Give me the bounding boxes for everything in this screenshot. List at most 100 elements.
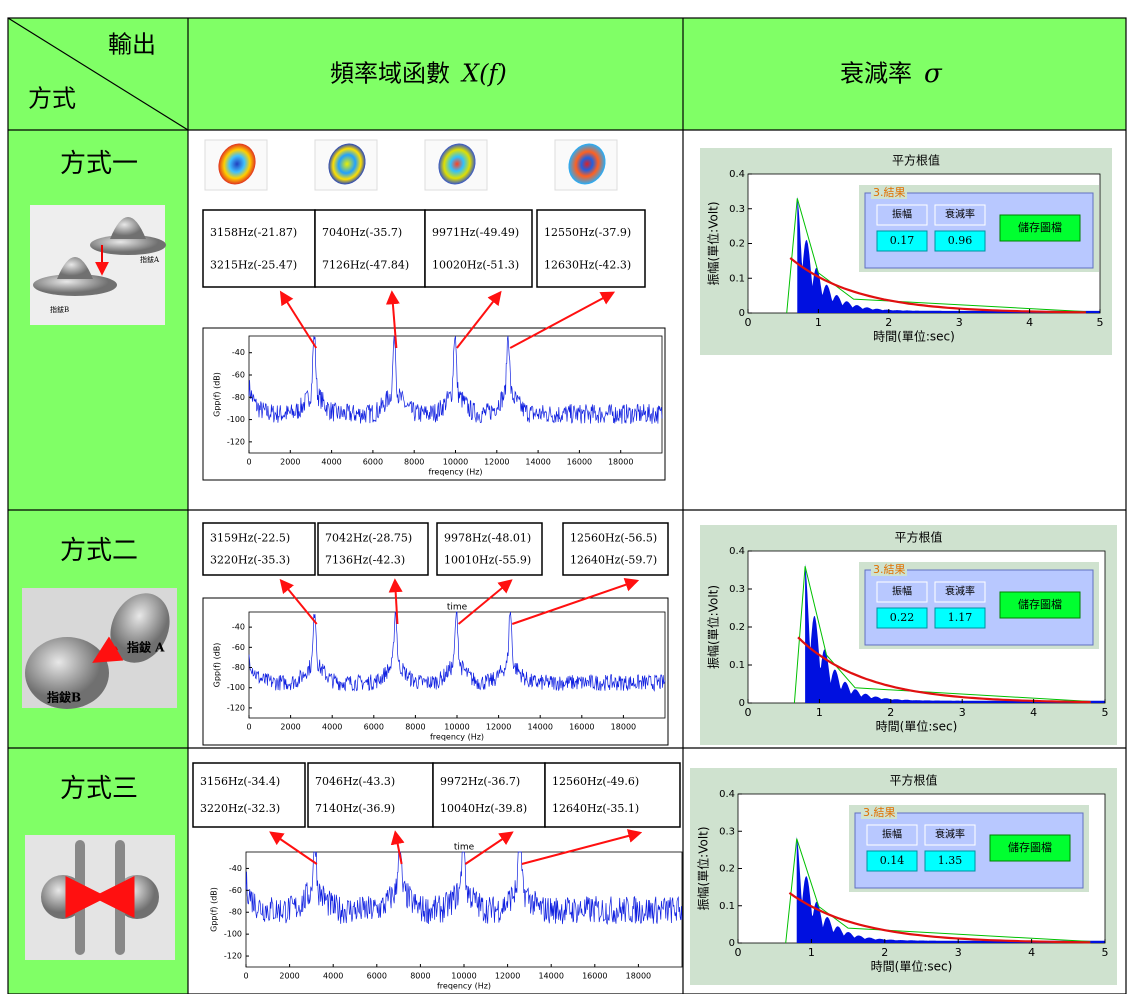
image-label: 指鈸A bbox=[140, 255, 160, 264]
result-value: 0.96 bbox=[948, 234, 973, 247]
method-label: 方式二 bbox=[60, 536, 138, 566]
result-value: 1.17 bbox=[948, 611, 973, 624]
y-axis-label: 振幅(單位:Volt) bbox=[706, 585, 721, 669]
x-tick-label: 2000 bbox=[279, 972, 299, 981]
peak-label: 10020Hz(-51.3) bbox=[432, 258, 519, 271]
save-button-label: 儲存圖檔 bbox=[1018, 597, 1062, 611]
y-tick-label: -120 bbox=[227, 437, 245, 446]
y-axis-label: 振幅(單位:Volt) bbox=[696, 826, 711, 910]
x-tick-label: 8000 bbox=[404, 458, 424, 467]
image-label: 指鈸 A bbox=[127, 640, 165, 655]
plot-title: 平方根值 bbox=[894, 530, 942, 545]
peak-label: 3220Hz(-35.3) bbox=[210, 553, 290, 566]
result-header: 衰減率 bbox=[935, 828, 965, 841]
peak-box bbox=[433, 763, 545, 827]
y-axis-label: Gpp(f) (dB) bbox=[213, 372, 222, 417]
result-title: 3.結果 bbox=[863, 805, 896, 819]
y-tick-label: -100 bbox=[224, 930, 242, 939]
y-tick-label: 0.3 bbox=[729, 584, 745, 595]
result-header: 振幅 bbox=[892, 585, 912, 598]
spectrum-plot: -40-60-80-100-12002000400060008000100001… bbox=[203, 328, 665, 480]
y-axis-label: Gpp(f) (dB) bbox=[213, 643, 222, 688]
y-axis-label: 振幅(單位:Volt) bbox=[706, 201, 721, 285]
peak-label: 12560Hz(-49.6) bbox=[552, 775, 639, 788]
save-button-label: 儲存圖檔 bbox=[1008, 840, 1052, 854]
x-tick-label: 5 bbox=[1097, 316, 1104, 329]
y-tick-label: 0.1 bbox=[729, 273, 745, 284]
result-header: 振幅 bbox=[882, 828, 902, 841]
peak-label: 3220Hz(-32.3) bbox=[200, 802, 280, 815]
x-axis-label: 時間(單位:sec) bbox=[871, 959, 953, 974]
x-tick-label: 18000 bbox=[608, 458, 633, 467]
image-label: 指鈸B bbox=[50, 305, 69, 314]
peak-box bbox=[308, 763, 433, 827]
col2-title: 頻率域函數 bbox=[330, 60, 450, 88]
x-tick-label: 1 bbox=[808, 946, 815, 959]
x-tick-label: 2000 bbox=[280, 723, 300, 732]
corner-bottom: 方式 bbox=[28, 85, 76, 113]
x-tick-label: 2 bbox=[885, 316, 892, 329]
x-tick-label: 0 bbox=[246, 458, 251, 467]
y-tick-label: -120 bbox=[224, 952, 242, 961]
image-label: 指鈸B bbox=[47, 690, 81, 705]
col3-symbol: σ bbox=[924, 59, 943, 89]
x-tick-label: 8000 bbox=[410, 972, 430, 981]
x-tick-label: 4 bbox=[1026, 316, 1033, 329]
peak-box bbox=[545, 763, 680, 827]
x-tick-label: 18000 bbox=[611, 723, 636, 732]
x-tick-label: 12000 bbox=[484, 458, 509, 467]
x-tick-label: 6000 bbox=[367, 972, 387, 981]
x-tick-label: 3 bbox=[956, 316, 963, 329]
peak-label: 9978Hz(-48.01) bbox=[444, 532, 531, 545]
result-header: 衰減率 bbox=[945, 585, 975, 598]
peak-label: 9971Hz(-49.49) bbox=[432, 226, 519, 239]
y-tick-label: -40 bbox=[232, 623, 245, 632]
result-value: 0.22 bbox=[890, 611, 915, 624]
x-tick-label: 4 bbox=[1028, 946, 1035, 959]
peak-label: 7040Hz(-35.7) bbox=[322, 226, 402, 239]
y-tick-label: 0.2 bbox=[729, 239, 745, 250]
x-tick-label: 16000 bbox=[567, 458, 592, 467]
peak-box bbox=[193, 763, 305, 827]
peak-label: 3215Hz(-25.47) bbox=[210, 258, 297, 271]
y-axis-label: Gpp(f) (dB) bbox=[210, 887, 219, 932]
result-header: 衰減率 bbox=[945, 208, 975, 221]
y-tick-label: -100 bbox=[227, 683, 245, 692]
peak-label: 3158Hz(-21.87) bbox=[210, 226, 297, 239]
y-tick-label: -60 bbox=[229, 886, 242, 895]
x-tick-label: 14000 bbox=[527, 723, 552, 732]
result-value: 0.17 bbox=[890, 234, 915, 247]
x-tick-label: 0 bbox=[246, 723, 251, 732]
result-header: 振幅 bbox=[892, 208, 912, 221]
x-tick-label: 16000 bbox=[582, 972, 607, 981]
y-tick-label: -80 bbox=[229, 908, 242, 917]
result-value: 0.14 bbox=[880, 854, 905, 867]
peak-label: 3156Hz(-34.4) bbox=[200, 775, 280, 788]
x-tick-label: 0 bbox=[735, 946, 742, 959]
x-tick-label: 14000 bbox=[538, 972, 563, 981]
x-tick-label: 4000 bbox=[321, 458, 341, 467]
x-axis-label: 時間(單位:sec) bbox=[873, 329, 955, 344]
x-axis-label: 時間(單位:sec) bbox=[876, 719, 958, 734]
decay-plot: 平方根值00.10.20.30.4012345時間(單位:sec)振幅(單位:V… bbox=[700, 525, 1117, 745]
peak-label: 7042Hz(-28.75) bbox=[325, 532, 412, 545]
x-tick-label: 12000 bbox=[486, 723, 511, 732]
x-tick-label: 8000 bbox=[405, 723, 425, 732]
y-tick-label: -40 bbox=[229, 864, 242, 873]
x-tick-label: 3 bbox=[959, 706, 966, 719]
x-tick-label: 4 bbox=[1030, 706, 1037, 719]
method-label: 方式三 bbox=[60, 774, 138, 804]
peak-label: 7046Hz(-43.3) bbox=[315, 775, 395, 788]
y-tick-label: -120 bbox=[227, 703, 245, 712]
y-tick-label: 0.3 bbox=[729, 204, 745, 215]
header-bg bbox=[8, 18, 1126, 130]
method-image bbox=[25, 835, 175, 960]
x-tick-label: 5 bbox=[1102, 706, 1109, 719]
cymbal bbox=[75, 840, 85, 955]
result-title: 3.結果 bbox=[873, 185, 906, 199]
x-tick-label: 1 bbox=[816, 706, 823, 719]
x-tick-label: 3 bbox=[955, 946, 962, 959]
y-tick-label: 0.2 bbox=[729, 622, 745, 633]
